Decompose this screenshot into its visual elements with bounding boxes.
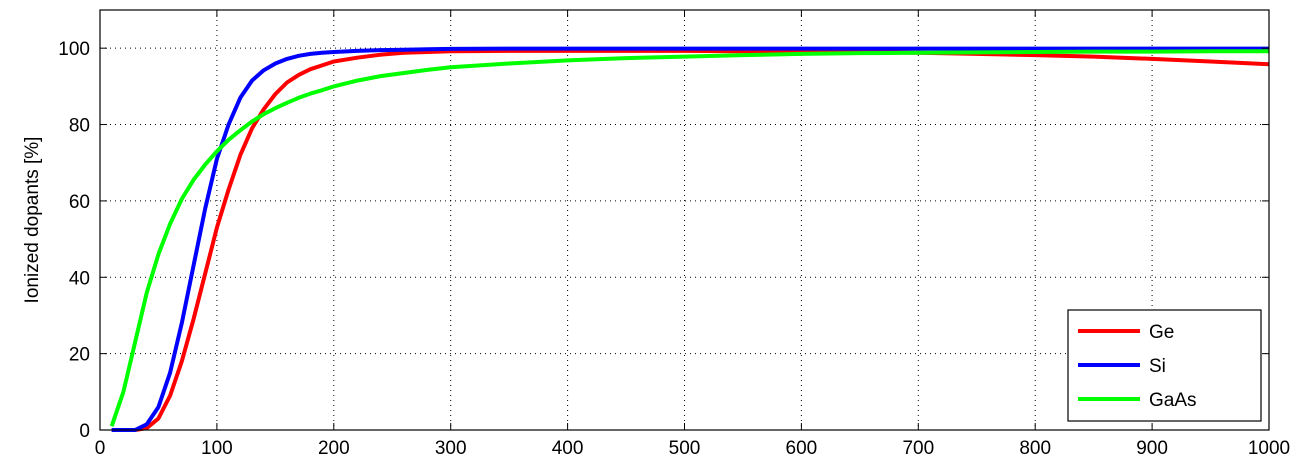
series-lines [109, 46, 1270, 432]
y-tick-label: 20 [69, 345, 90, 366]
y-tick-label: 60 [69, 192, 90, 213]
x-tick-label: 300 [435, 438, 467, 459]
legend-label-ge: Ge [1149, 322, 1174, 343]
x-tick-label: 0 [95, 438, 106, 459]
x-tick-label: 200 [318, 438, 350, 459]
y-tick-label: 80 [69, 116, 90, 137]
y-tick-label: 0 [79, 421, 90, 442]
legend-label-si: Si [1149, 356, 1166, 377]
x-tick-label: 1000 [1248, 438, 1290, 459]
y-axis-label: Ionized dopants [%] [22, 137, 43, 304]
x-tick-label: 600 [786, 438, 818, 459]
x-tick-label: 400 [552, 438, 584, 459]
axis-ticks: 0 100 200 300 400 500 600 700 800 900 1000 0 20 40 60 8… [58, 10, 1290, 459]
series-line-si [111, 46, 1269, 432]
y-tick-label: 40 [69, 268, 90, 289]
x-tick-label: 900 [1136, 438, 1168, 459]
legend: Ge Si GaAs [1067, 309, 1262, 422]
x-tick-label: 500 [669, 438, 701, 459]
series-line-gaas [109, 49, 1269, 427]
y-tick-label: 100 [58, 39, 90, 60]
x-tick-label: 800 [1019, 438, 1051, 459]
x-tick-label: 700 [902, 438, 934, 459]
x-tick-label: 100 [201, 438, 233, 459]
grid [100, 10, 1269, 430]
legend-label-gaas: GaAs [1149, 390, 1197, 411]
